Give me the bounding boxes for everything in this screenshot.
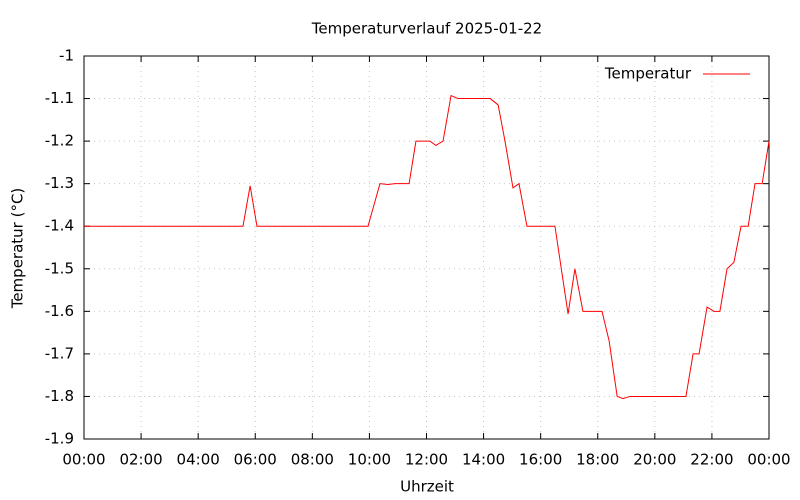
x-tick-label: 08:00 bbox=[291, 451, 334, 469]
y-tick-label: -1 bbox=[59, 47, 74, 65]
x-tick-label: 10:00 bbox=[348, 451, 391, 469]
y-tick-label: -1.9 bbox=[45, 430, 74, 448]
x-tick-label: 00:00 bbox=[747, 451, 790, 469]
x-tick-label: 22:00 bbox=[690, 451, 733, 469]
x-tick-label: 00:00 bbox=[62, 451, 105, 469]
x-tick-label: 06:00 bbox=[234, 451, 277, 469]
x-tick-label: 14:00 bbox=[462, 451, 505, 469]
x-axis-label: Uhrzeit bbox=[400, 478, 454, 496]
y-tick-label: -1.6 bbox=[45, 302, 74, 320]
y-tick-label: -1.4 bbox=[45, 217, 74, 235]
legend-label: Temperatur bbox=[604, 65, 692, 83]
x-tick-label: 20:00 bbox=[633, 451, 676, 469]
x-tick-label: 02:00 bbox=[119, 451, 162, 469]
y-tick-label: -1.3 bbox=[45, 174, 74, 192]
y-tick-label: -1.1 bbox=[45, 89, 74, 107]
x-tick-label: 18:00 bbox=[576, 451, 619, 469]
y-axis-label: Temperatur (°C) bbox=[9, 188, 27, 310]
x-tick-label: 16:00 bbox=[519, 451, 562, 469]
x-tick-label: 12:00 bbox=[405, 451, 448, 469]
x-tick-label: 04:00 bbox=[177, 451, 220, 469]
data-line bbox=[84, 94, 770, 400]
y-tick-label: -1.2 bbox=[45, 132, 74, 150]
y-tick-label: -1.7 bbox=[45, 344, 74, 362]
chart-title: Temperaturverlauf 2025-01-22 bbox=[311, 20, 542, 38]
y-tick-label: -1.5 bbox=[45, 259, 74, 277]
y-tick-label: -1.8 bbox=[45, 387, 74, 405]
plot-frame bbox=[83, 55, 770, 440]
